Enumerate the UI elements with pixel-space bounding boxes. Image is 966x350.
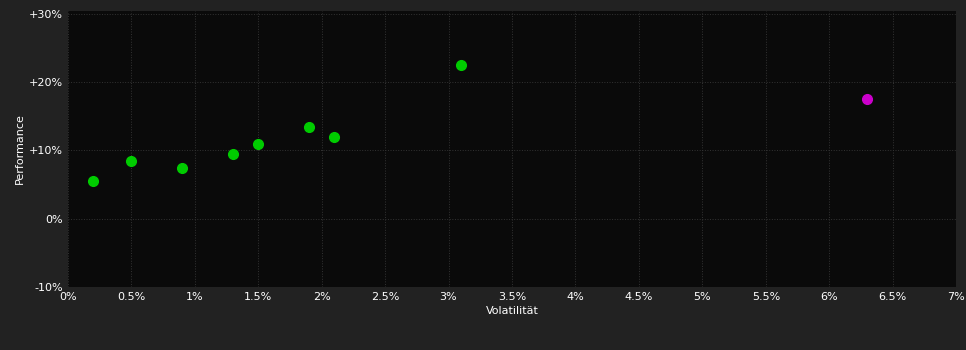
Point bbox=[250, 141, 266, 146]
Y-axis label: Performance: Performance bbox=[14, 113, 24, 184]
Point bbox=[85, 178, 100, 184]
Point bbox=[860, 97, 875, 102]
Point bbox=[174, 165, 189, 170]
Point bbox=[301, 124, 317, 130]
X-axis label: Volatilität: Volatilität bbox=[486, 306, 538, 316]
Point bbox=[124, 158, 139, 163]
Point bbox=[453, 62, 469, 68]
Point bbox=[225, 151, 241, 157]
Point bbox=[327, 134, 342, 140]
